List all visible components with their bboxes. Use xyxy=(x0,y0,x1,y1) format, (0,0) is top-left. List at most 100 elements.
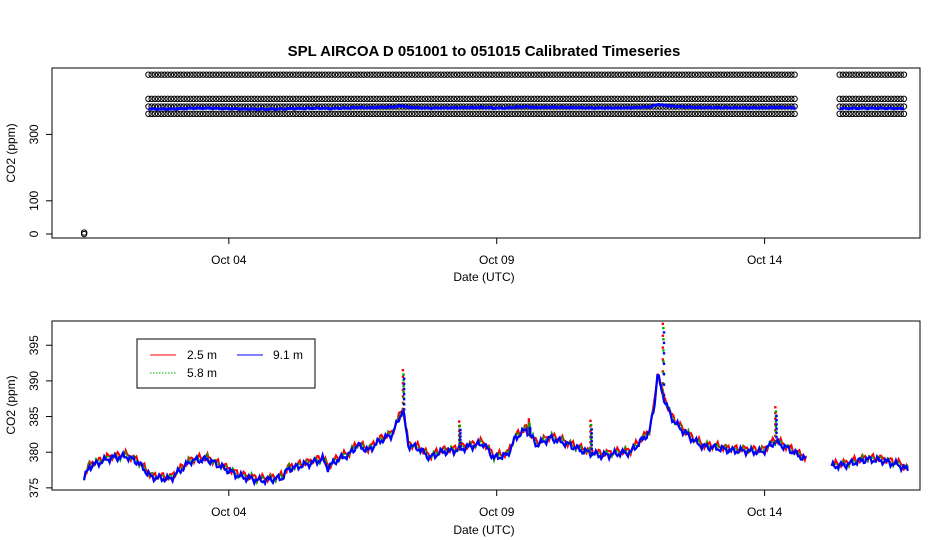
calibration-point xyxy=(547,95,554,103)
spike-point xyxy=(590,436,593,439)
calibration-point xyxy=(350,71,358,78)
calibration-point xyxy=(846,71,853,78)
calibration-point xyxy=(187,71,194,78)
calibration-point xyxy=(193,71,200,78)
calibration-point xyxy=(881,110,888,118)
calibration-point xyxy=(765,95,773,103)
calibration-point xyxy=(251,71,258,78)
calibration-point xyxy=(396,110,403,118)
calibration-point xyxy=(286,95,294,103)
calibration-point xyxy=(858,110,866,118)
spike-point xyxy=(775,418,778,422)
calibration-point xyxy=(511,71,519,78)
y-tick-label: 0 xyxy=(27,230,41,237)
calibration-point xyxy=(556,95,564,103)
calibration-point xyxy=(836,71,843,78)
calibration-point xyxy=(582,95,589,103)
calibration-point xyxy=(566,95,573,103)
spike-point xyxy=(774,420,778,423)
calibration-point xyxy=(344,110,351,118)
calibration-point xyxy=(659,95,667,103)
calibration-point xyxy=(408,110,416,118)
spike-point xyxy=(662,383,666,386)
calibration-point xyxy=(688,110,695,118)
calibration-point xyxy=(447,71,454,78)
calibration-point xyxy=(215,95,223,103)
calibration-point xyxy=(315,110,323,118)
calibration-point xyxy=(322,71,329,78)
calibration-point xyxy=(765,110,773,118)
calibration-point xyxy=(424,110,432,118)
calibration-point xyxy=(244,71,252,78)
calibration-point xyxy=(232,110,239,118)
series-line xyxy=(83,373,808,485)
calibration-point xyxy=(441,95,448,103)
calibration-point xyxy=(396,95,403,103)
calibration-point xyxy=(469,110,477,118)
calibration-point xyxy=(707,71,715,78)
calibration-point xyxy=(289,110,297,118)
calibration-point xyxy=(318,110,326,118)
calibration-point xyxy=(296,110,303,118)
spike-point xyxy=(774,411,777,415)
calibration-point xyxy=(633,71,641,78)
calibration-point xyxy=(402,110,409,118)
calibration-point xyxy=(672,71,679,78)
spike-point xyxy=(527,420,531,423)
calibration-point xyxy=(611,71,618,78)
calibration-point xyxy=(383,110,390,118)
calibration-point xyxy=(148,110,155,118)
calibration-point xyxy=(412,71,419,78)
calibration-point xyxy=(489,71,496,78)
calibration-point xyxy=(293,95,300,103)
calibration-point xyxy=(492,110,499,118)
spike-point xyxy=(662,349,665,352)
calibration-point xyxy=(254,95,261,103)
calibration-point xyxy=(154,95,162,103)
top-panel: Oct 04 Oct 09 Oct 14 0 100 300 Date (UTC) CO2… xyxy=(4,67,921,284)
calibration-point xyxy=(858,95,866,103)
calibration-point xyxy=(354,71,361,78)
calibration-point xyxy=(768,110,776,118)
spike-point xyxy=(590,447,593,451)
calibration-point xyxy=(441,110,448,118)
calibration-point xyxy=(685,110,692,118)
calibration-point xyxy=(521,95,528,103)
calibration-point xyxy=(887,110,895,118)
calibration-point xyxy=(752,95,760,103)
calibration-point xyxy=(325,110,332,118)
calibration-point xyxy=(244,95,252,103)
calibration-point xyxy=(524,95,531,103)
calibration-point xyxy=(482,71,490,78)
calibration-point xyxy=(534,95,541,103)
calibration-point xyxy=(373,71,380,78)
calibration-point xyxy=(784,110,792,118)
spike-point xyxy=(528,422,531,425)
calibration-point xyxy=(354,110,361,118)
calibration-point xyxy=(891,95,898,103)
calibration-point xyxy=(405,95,413,103)
calibration-point xyxy=(849,110,856,118)
spike-point xyxy=(662,352,666,355)
calibration-point xyxy=(357,110,364,118)
calibration-point xyxy=(662,95,670,103)
calibration-point xyxy=(476,110,483,118)
spike-point xyxy=(774,430,778,433)
calibration-point xyxy=(569,71,576,78)
bottom-y-axis-label: CO2 (ppm) xyxy=(4,375,18,434)
calibration-point xyxy=(637,95,644,103)
calibration-point xyxy=(601,71,609,78)
calibration-point xyxy=(344,95,351,103)
calibration-point xyxy=(887,95,895,103)
calibration-point xyxy=(788,110,795,118)
calibration-point xyxy=(190,71,197,78)
calibration-point xyxy=(473,95,480,103)
calibration-point xyxy=(778,71,785,78)
calibration-point xyxy=(781,95,789,103)
spike-point xyxy=(402,377,406,380)
calibration-point xyxy=(347,110,355,118)
calibration-point xyxy=(299,110,306,118)
calibration-point xyxy=(572,95,580,103)
spike-point xyxy=(459,448,462,451)
calibration-point xyxy=(643,110,650,118)
